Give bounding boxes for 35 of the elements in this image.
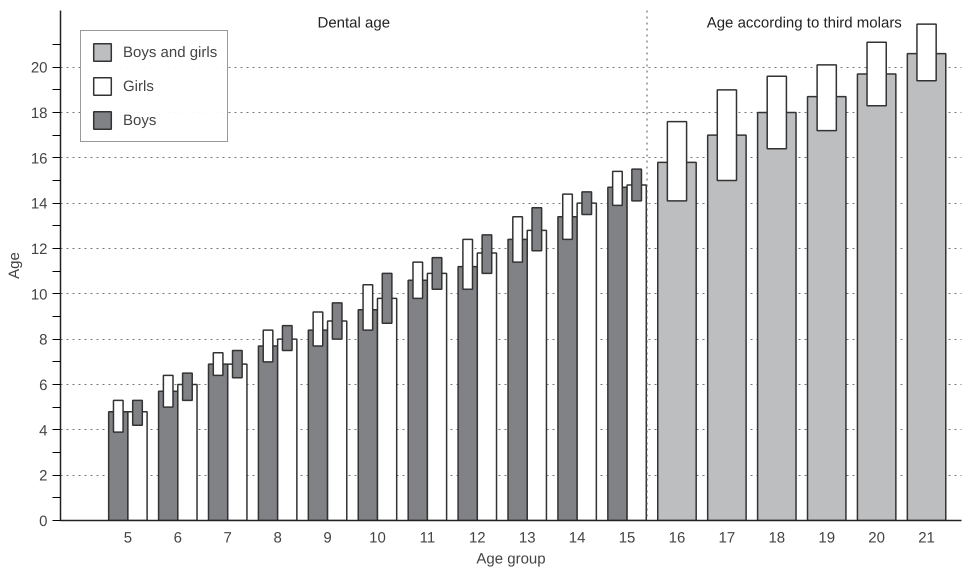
legend-label: Girls bbox=[123, 78, 154, 94]
x-tick-label: 18 bbox=[768, 530, 786, 546]
x-tick-label: 14 bbox=[568, 530, 586, 546]
y-tick-label: 20 bbox=[30, 60, 48, 77]
y-tick-label: 16 bbox=[30, 150, 48, 168]
x-tick-label: 15 bbox=[618, 530, 636, 546]
y-tick-label: 0 bbox=[39, 513, 48, 530]
x-tick-label: 16 bbox=[668, 530, 686, 546]
y-tick-label: 6 bbox=[39, 377, 48, 394]
x-tick-label: 20 bbox=[868, 530, 885, 546]
x-axis-title: Age group bbox=[476, 550, 546, 568]
y-tick-label: 8 bbox=[39, 332, 48, 349]
x-tick-label: 19 bbox=[818, 530, 836, 546]
x-tick-label: 8 bbox=[273, 530, 282, 546]
y-tick-label: 10 bbox=[30, 286, 48, 304]
x-tick-label: 10 bbox=[369, 530, 386, 546]
y-tick-label: 12 bbox=[30, 241, 48, 258]
x-tick-label: 13 bbox=[518, 530, 536, 546]
x-tick-label: 21 bbox=[918, 530, 935, 546]
x-tick-label: 12 bbox=[468, 530, 486, 546]
y-axis-title: Age bbox=[6, 252, 23, 279]
y-tick-label: 18 bbox=[30, 105, 48, 122]
y-tick-label: 14 bbox=[30, 196, 48, 213]
annotation: Dental age bbox=[317, 14, 390, 32]
legend-label: Boys and girls bbox=[123, 44, 218, 60]
x-tick-label: 17 bbox=[718, 530, 736, 546]
x-tick-label: 7 bbox=[224, 530, 232, 546]
y-tick-label: 2 bbox=[39, 468, 48, 485]
annotation: Age according to third molars bbox=[706, 14, 902, 32]
x-tick-label: 9 bbox=[323, 530, 332, 546]
x-tick-label: 6 bbox=[174, 530, 182, 546]
y-tick-label: 4 bbox=[39, 422, 48, 440]
legend-label: Boys bbox=[123, 112, 156, 128]
x-tick-label: 11 bbox=[420, 530, 436, 546]
x-tick-label: 5 bbox=[124, 530, 132, 546]
